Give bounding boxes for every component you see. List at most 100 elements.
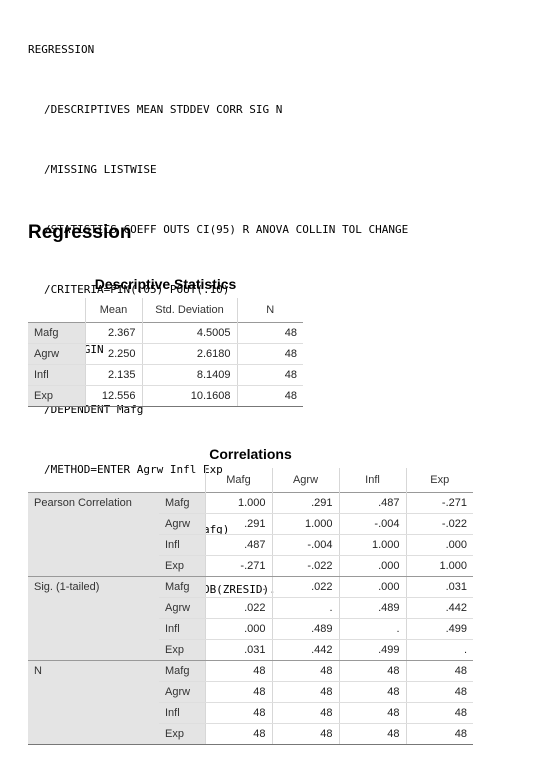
table-cell: 48	[338, 723, 406, 745]
column-header: Infl	[338, 468, 406, 492]
table-cell: -.004	[338, 513, 406, 535]
table-cell: 48	[405, 723, 473, 745]
group-label: N	[28, 660, 159, 745]
correlations-title: Correlations	[209, 446, 292, 462]
row-label: Exp	[28, 385, 85, 407]
table-row: Sig. (1-tailed) Mafg . .022 .000 .031	[28, 576, 473, 661]
row-label: Mafg	[159, 660, 205, 682]
column-header: Mafg	[204, 468, 272, 492]
table-cell: 48	[204, 723, 272, 745]
table-cell: .	[338, 618, 406, 640]
table-row: Infl 2.135 8.1409 48	[28, 364, 303, 386]
table-cell: 48	[405, 681, 473, 703]
row-label: Mafg	[28, 322, 85, 344]
cell-n: 48	[236, 343, 303, 365]
cell-n: 48	[236, 364, 303, 386]
table-cell: -.004	[271, 534, 339, 556]
descriptives-table: Mean Std. Deviation N Mafg 2.367 4.5005 …	[28, 298, 303, 407]
syntax-line: REGRESSION	[28, 43, 95, 56]
cell-mean: 12.556	[84, 385, 142, 407]
row-label: Exp	[159, 639, 205, 661]
corner-cell	[159, 468, 205, 492]
table-cell: .487	[204, 534, 272, 556]
table-cell: -.022	[405, 513, 473, 535]
row-label: Agrw	[159, 681, 205, 703]
table-cell: .499	[338, 639, 406, 661]
table-cell: -.271	[405, 492, 473, 514]
table-cell: .442	[271, 639, 339, 661]
row-label: Agrw	[159, 597, 205, 619]
row-label: Mafg	[159, 576, 205, 598]
table-cell: .031	[405, 576, 473, 598]
table-cell: 48	[204, 702, 272, 724]
cell-mean: 2.367	[84, 322, 142, 344]
row-label: Infl	[159, 618, 205, 640]
table-row: Pearson Correlation Mafg 1.000 .291 .487…	[28, 492, 473, 577]
table-cell: 48	[271, 681, 339, 703]
cell-mean: 2.135	[84, 364, 142, 386]
cell-std: 2.6180	[141, 343, 237, 365]
corner-cell	[28, 298, 85, 322]
table-row: Agrw .022 . .489 .442	[28, 597, 473, 619]
table-row: Agrw 2.250 2.6180 48	[28, 343, 303, 365]
table-cell: .489	[271, 618, 339, 640]
row-label: Agrw	[159, 513, 205, 535]
table-cell: 48	[204, 660, 272, 682]
table-cell: .022	[271, 576, 339, 598]
table-cell: .000	[405, 534, 473, 556]
cell-n: 48	[236, 385, 303, 407]
cell-std: 8.1409	[141, 364, 237, 386]
row-label: Infl	[159, 534, 205, 556]
table-row: Infl .000 .489 . .499	[28, 618, 473, 640]
column-header: Agrw	[271, 468, 339, 492]
syntax-line: /DESCRIPTIVES MEAN STDDEV CORR SIG N	[44, 103, 283, 116]
group-label: Sig. (1-tailed)	[28, 576, 159, 661]
table-row: Agrw .291 1.000 -.004 -.022	[28, 513, 473, 535]
table-cell: 48	[271, 660, 339, 682]
table-row: Exp .031 .442 .499 .	[28, 639, 473, 661]
table-row: Exp 12.556 10.1608 48	[28, 385, 303, 407]
syntax-line: /STATISTICS COEFF OUTS CI(95) R ANOVA CO…	[44, 223, 409, 236]
cell-mean: 2.250	[84, 343, 142, 365]
column-header: Mean	[84, 298, 142, 322]
column-header: Exp	[405, 468, 473, 492]
table-cell: .489	[338, 597, 406, 619]
table-cell: 1.000	[204, 492, 272, 514]
row-label: Infl	[28, 364, 85, 386]
row-label: Infl	[159, 702, 205, 724]
table-cell: 1.000	[405, 555, 473, 577]
table-cell: .499	[405, 618, 473, 640]
syntax-line: /MISSING LISTWISE	[44, 163, 157, 176]
column-header: N	[236, 298, 303, 322]
table-cell: 1.000	[338, 534, 406, 556]
table-cell: -.271	[204, 555, 272, 577]
section-heading: Regression	[28, 222, 132, 243]
table-cell: .487	[338, 492, 406, 514]
table-cell: .	[271, 597, 339, 619]
table-cell: .291	[204, 513, 272, 535]
table-row: Mafg 2.367 4.5005 48	[28, 322, 303, 344]
table-cell: .	[405, 639, 473, 661]
row-label: Agrw	[28, 343, 85, 365]
row-label: Mafg	[159, 492, 205, 514]
table-cell: .000	[204, 618, 272, 640]
table-cell: 48	[271, 702, 339, 724]
table-row: Agrw 48 48 48 48	[28, 681, 473, 703]
table-row: Exp -.271 -.022 .000 1.000	[28, 555, 473, 577]
table-cell: 48	[338, 660, 406, 682]
table-cell: .000	[338, 576, 406, 598]
table-cell: 1.000	[271, 513, 339, 535]
table-cell: .	[204, 576, 272, 598]
cell-n: 48	[236, 322, 303, 344]
table-cell: 48	[271, 723, 339, 745]
corner-cell	[28, 468, 159, 492]
table-cell: .291	[271, 492, 339, 514]
row-label: Exp	[159, 723, 205, 745]
table-row: Exp 48 48 48 48	[28, 723, 473, 745]
correlations-table: Mafg Agrw Infl Exp Pearson Correlation M…	[28, 468, 473, 745]
table-cell: 48	[338, 681, 406, 703]
column-header: Std. Deviation	[141, 298, 237, 322]
table-cell: 48	[405, 702, 473, 724]
table-cell: .022	[204, 597, 272, 619]
descriptives-title: Descriptive Statistics	[94, 276, 237, 292]
